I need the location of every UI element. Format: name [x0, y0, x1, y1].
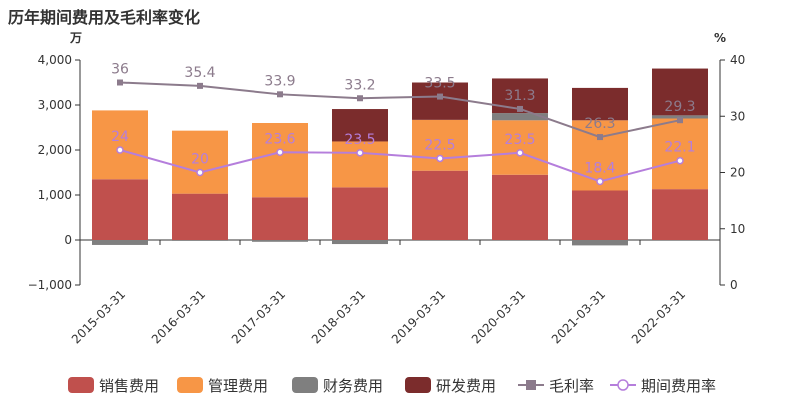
bar-销售费用: [572, 190, 628, 240]
legend-label-毛利率: 毛利率: [549, 377, 594, 395]
data-label-毛利率: 33.9: [264, 73, 295, 89]
left-axis-tick-label: 4,000: [38, 53, 72, 67]
chart-title: 历年期间费用及毛利率变化: [8, 8, 201, 27]
left-axis-tick-label: 0: [64, 233, 72, 247]
right-axis-tick-label: 30: [730, 109, 745, 123]
legend-label-财务费用: 财务费用: [323, 377, 383, 395]
data-label-毛利率: 33.2: [344, 77, 375, 93]
data-label-期间费用率: 24: [111, 129, 129, 145]
bar-销售费用: [92, 179, 148, 240]
data-label-毛利率: 35.4: [184, 65, 215, 81]
data-label-期间费用率: 23.6: [264, 131, 295, 147]
data-label-期间费用率: 18.4: [584, 161, 615, 177]
data-label-期间费用率: 20: [191, 152, 209, 168]
bar-财务费用: [652, 115, 708, 119]
bar-研发费用: [412, 82, 468, 120]
legend-label-销售费用: 销售费用: [99, 377, 159, 395]
right-axis-tick-label: 20: [730, 166, 745, 180]
line-期间费用率: [119, 149, 681, 183]
legend-swatch-研发费用: [405, 377, 431, 393]
bar-销售费用: [412, 170, 468, 240]
bar-管理费用: [332, 141, 388, 188]
bar-销售费用: [492, 174, 548, 240]
point-期间费用率: [516, 149, 524, 157]
bar-销售费用: [332, 187, 388, 240]
legend-swatch-财务费用: [292, 377, 318, 393]
data-label-毛利率: 29.3: [664, 99, 695, 115]
legend-swatch-销售费用: [68, 377, 94, 393]
bar-财务费用: [172, 240, 228, 241]
bar-销售费用: [252, 197, 308, 240]
point-毛利率: [277, 91, 283, 98]
right-axis-tick-label: 10: [730, 222, 745, 236]
bar-管理费用: [252, 123, 308, 198]
legend-label-研发费用: 研发费用: [436, 377, 496, 395]
bar-销售费用: [652, 189, 708, 240]
point-毛利率: [197, 82, 203, 89]
data-label-毛利率: 26.3: [584, 116, 615, 132]
x-axis-tick-label: 2020-03-31: [469, 287, 528, 346]
bar-管理费用: [92, 110, 148, 180]
point-毛利率: [437, 93, 443, 100]
data-label-期间费用率: 22.5: [424, 137, 455, 153]
bar-财务费用: [492, 113, 548, 121]
left-axis-tick-label: −1,000: [28, 278, 72, 292]
point-毛利率: [597, 134, 603, 141]
right-axis-unit: %: [714, 31, 726, 45]
point-毛利率: [357, 95, 363, 102]
left-axis-tick-label: 1,000: [38, 188, 72, 202]
right-axis-tick-label: 0: [730, 278, 738, 292]
bar-财务费用: [252, 240, 308, 242]
bar-管理费用: [492, 120, 548, 175]
point-毛利率: [677, 117, 683, 124]
data-label-毛利率: 36: [111, 62, 129, 78]
x-axis-tick-label: 2017-03-31: [229, 287, 288, 346]
point-毛利率: [117, 79, 123, 86]
bar-财务费用: [572, 240, 628, 246]
point-期间费用率: [276, 148, 284, 156]
point-期间费用率: [676, 156, 684, 165]
left-axis-tick-label: 3,000: [38, 98, 72, 112]
data-label-期间费用率: 22.1: [664, 140, 695, 156]
data-label-毛利率: 33.5: [424, 76, 455, 92]
left-axis-tick-label: 2,000: [38, 143, 72, 157]
bar-财务费用: [332, 240, 388, 245]
bar-财务费用: [92, 240, 148, 245]
point-期间费用率: [436, 154, 444, 163]
point-期间费用率: [596, 177, 604, 186]
x-axis-tick-label: 2022-03-31: [629, 287, 688, 346]
legend-marker-毛利率: [526, 380, 536, 390]
data-label-毛利率: 31.3: [504, 88, 535, 104]
x-axis-tick-label: 2015-03-31: [69, 287, 128, 346]
bar-研发费用: [572, 87, 628, 121]
bar-研发费用: [332, 109, 388, 142]
point-期间费用率: [116, 146, 124, 154]
legend-label-期间费用率: 期间费用率: [641, 377, 716, 395]
legend-label-管理费用: 管理费用: [208, 377, 268, 395]
x-axis-tick-label: 2019-03-31: [389, 287, 448, 346]
line-毛利率: [119, 81, 681, 139]
point-毛利率: [517, 105, 523, 112]
data-label-期间费用率: 23.5: [504, 132, 535, 148]
x-axis-tick-label: 2016-03-31: [149, 287, 208, 346]
left-axis-unit: 万: [69, 31, 82, 45]
x-axis-tick-label: 2018-03-31: [309, 287, 368, 346]
bar-管理费用: [172, 130, 228, 194]
point-期间费用率: [196, 168, 204, 177]
x-axis-tick-label: 2021-03-31: [549, 287, 608, 346]
legend-marker-期间费用率: [617, 379, 629, 391]
legend-swatch-管理费用: [177, 377, 203, 393]
point-期间费用率: [356, 149, 364, 157]
data-label-期间费用率: 23.5: [344, 132, 375, 148]
right-axis-tick-label: 40: [730, 53, 745, 67]
bar-管理费用: [652, 118, 708, 190]
bar-研发费用: [652, 68, 708, 116]
bar-销售费用: [172, 193, 228, 240]
bar-管理费用: [412, 119, 468, 171]
